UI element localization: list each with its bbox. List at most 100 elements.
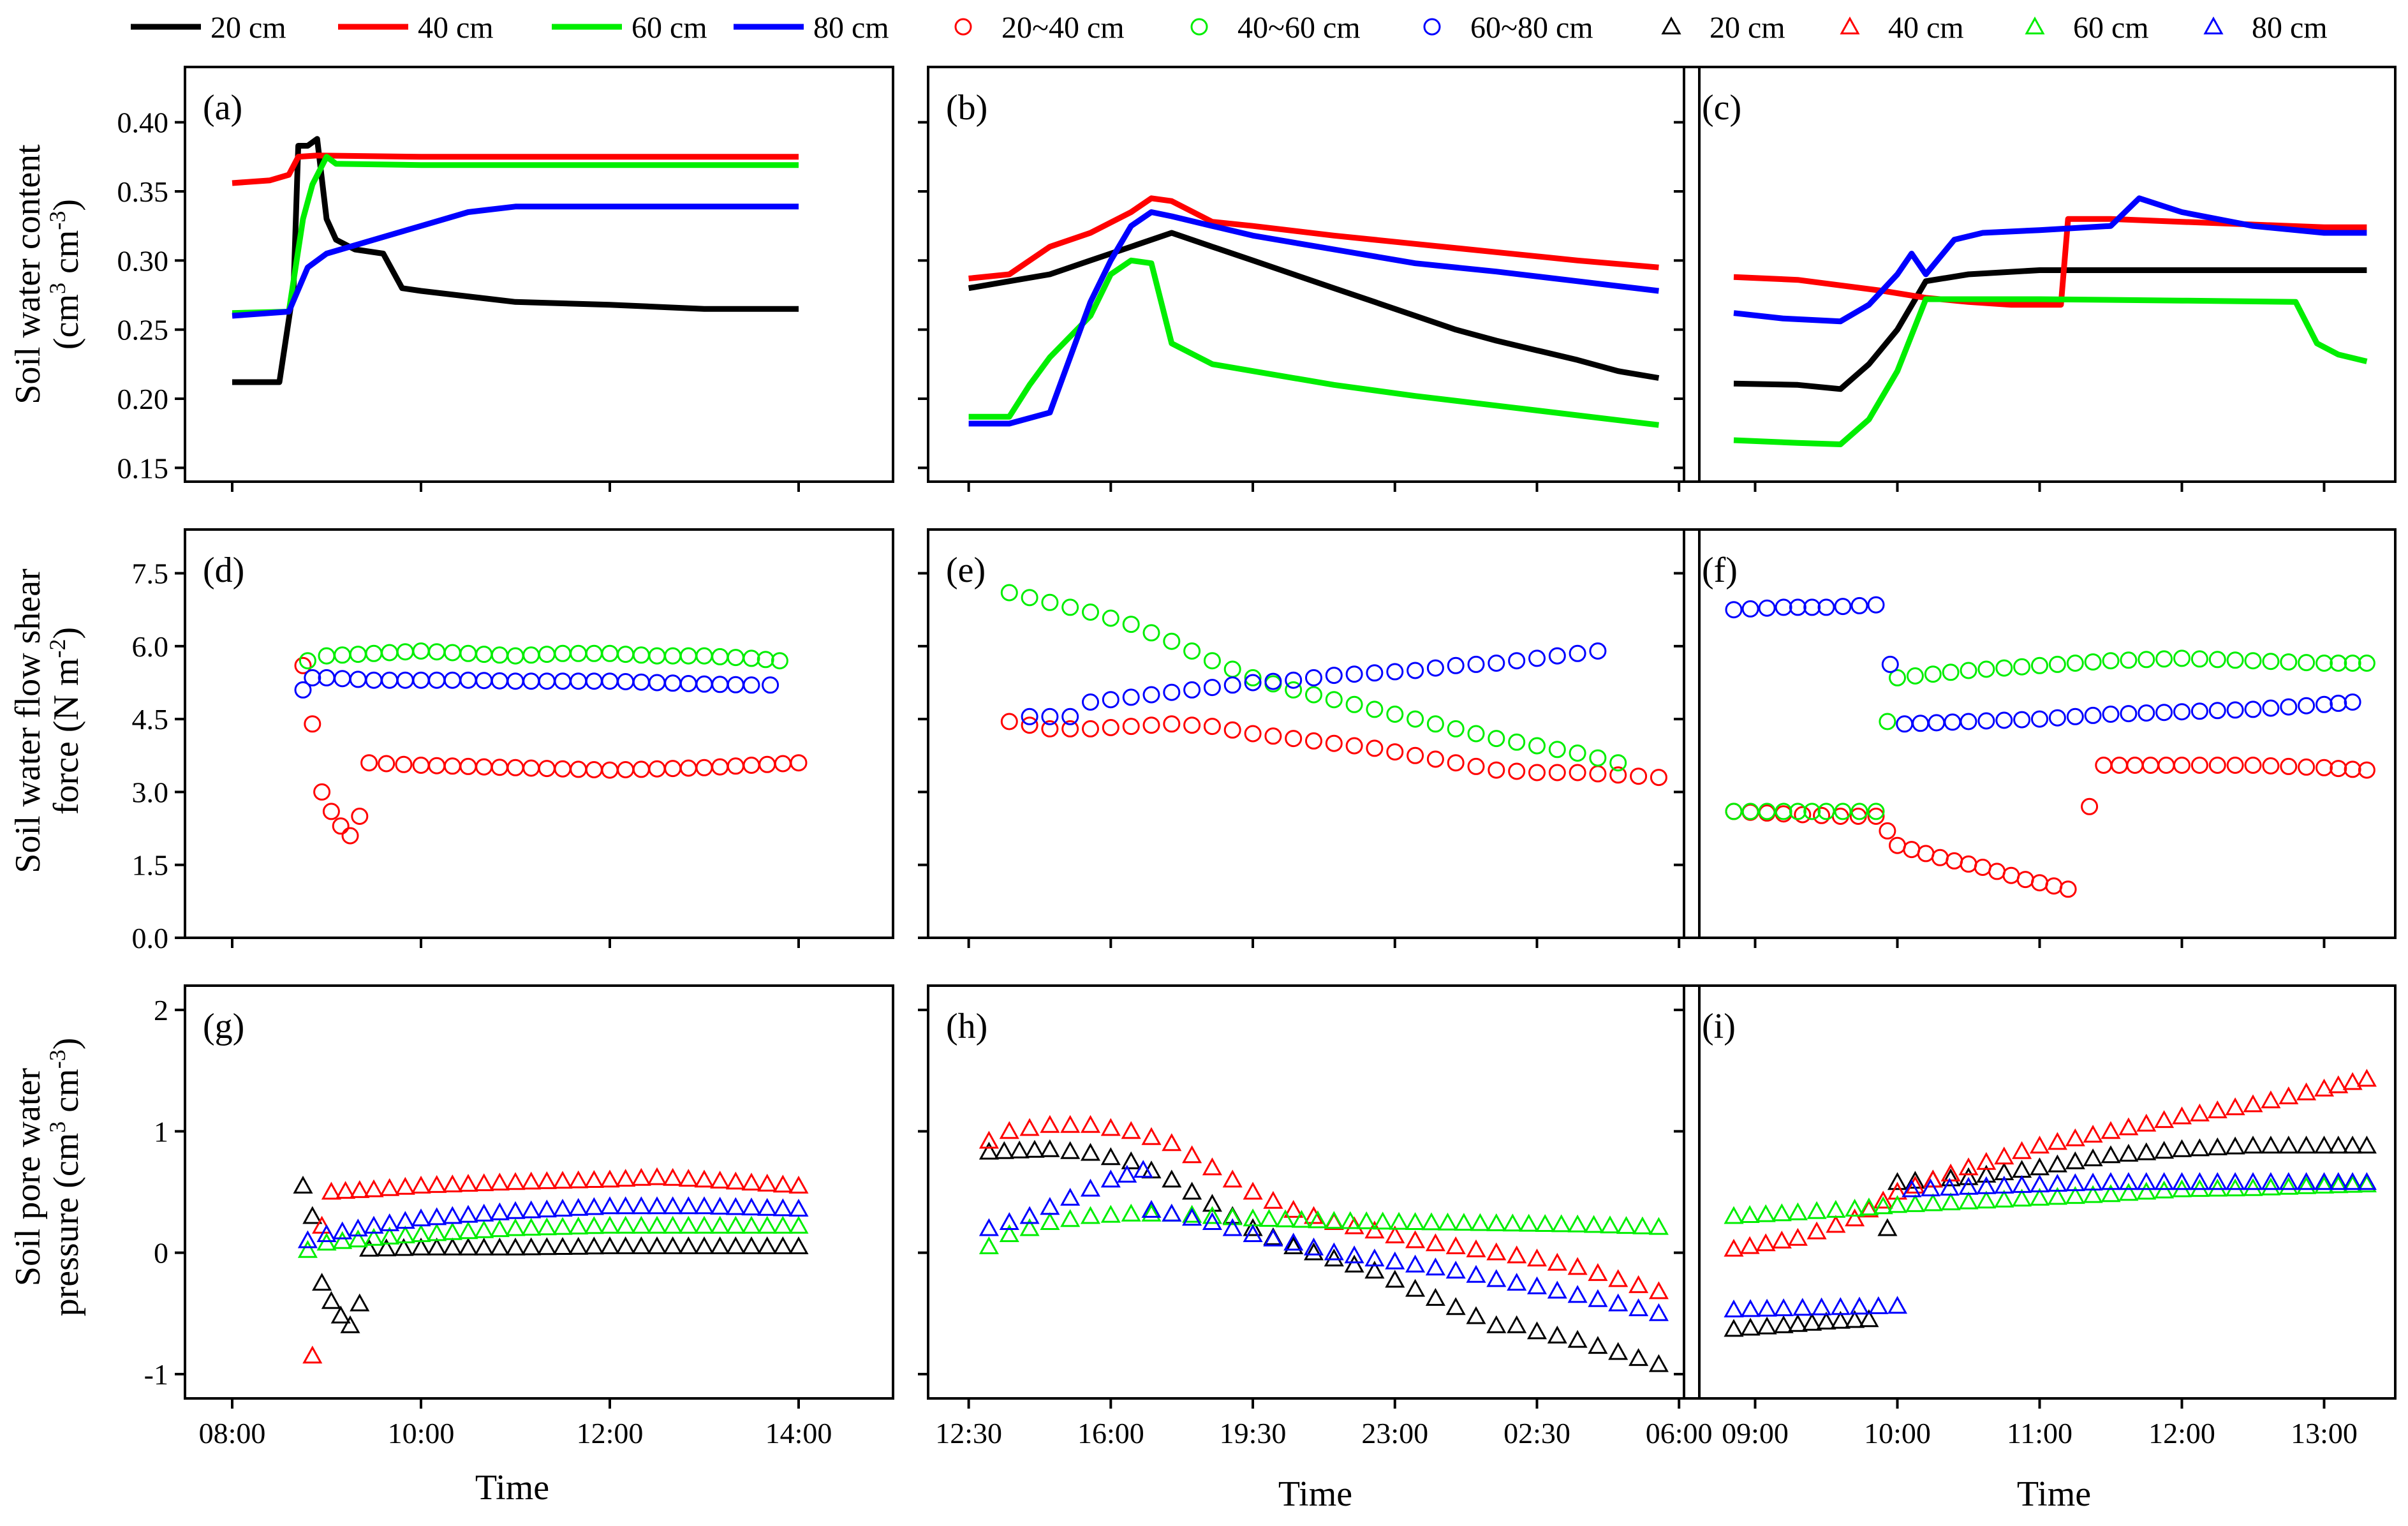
data-point [1100,1169,1121,1188]
data-point [294,681,312,699]
data-point [2316,695,2333,713]
data-point [1940,1168,1961,1187]
data-point [600,1236,620,1254]
data-point [1816,1312,1836,1330]
data-point [772,1198,793,1217]
data-point [394,1238,414,1256]
data-point [1977,660,1995,678]
data-point [727,676,744,693]
data-point [1223,660,1241,678]
y-tick-label: 0.35 [117,175,169,208]
data-point [2207,1172,2227,1190]
data-point [2189,1103,2210,1122]
data-point [631,1196,651,1215]
data-point [2356,1174,2377,1192]
data-point [1308,1210,1328,1229]
data-point [1222,1169,1243,1188]
series-g-60-cm [297,1215,809,1258]
data-point [757,1215,778,1234]
data-point [1974,859,1991,876]
data-point [1648,1303,1669,1321]
data-point [1792,1298,1813,1316]
data-point [552,1171,573,1189]
data-point [632,760,650,778]
data-point [725,1236,746,1254]
legend-swatch [1423,18,1441,36]
data-point [349,646,367,663]
data-point [1000,713,1018,730]
data-point [725,1171,746,1190]
data-point [1867,803,1885,820]
legend-item: 20 cm [1661,11,1785,45]
data-point [1182,1182,1202,1200]
data-point [412,757,430,774]
data-point [2279,1176,2299,1195]
ylabel-row1-units: (cm3 cm-3) [45,199,86,350]
data-point [600,1215,620,1234]
series-f-60-80-cm [1725,596,2361,733]
data-point [1859,1199,1879,1218]
series-line [1733,195,2367,325]
data-point [521,1171,542,1190]
data-point [1061,598,1079,616]
data-point [2226,651,2244,669]
data-point [616,1236,636,1254]
data-point [1826,1199,1846,1218]
panels: 0.15 0.20 0.25 0.30 0.35 0.40 (a) (b) (c) 0.0 1.5 3… [117,66,2397,1449]
data-point [757,1236,778,1254]
data-point [2031,874,2048,892]
panel-label: (b) [946,88,987,128]
data-point [1445,1236,1466,1254]
series-i-60-cm [1724,1174,2377,1224]
data-point [2342,1136,2363,1154]
data-point [380,1226,400,1245]
y-tick-label: 2 [154,994,168,1026]
data-point [1244,674,1262,692]
data-point [302,1345,323,1364]
data-point [711,758,729,776]
plot-frame [927,984,1701,1400]
data-point [1385,1270,1405,1288]
data-point [1356,1211,1377,1229]
data-point [2208,702,2226,720]
data-point [330,1305,351,1324]
data-point [1021,716,1038,734]
data-point [1758,599,1776,617]
data-point [1755,1233,1776,1252]
series-e-40-60-cm [1000,584,1627,772]
panel-a: 0.15 0.20 0.25 0.30 0.35 0.40 (a) [117,66,894,492]
data-point [1813,806,1831,824]
data-point [1243,1208,1263,1227]
data-point [2280,698,2298,716]
data-point [1009,1140,1030,1159]
data-point [1202,1212,1222,1230]
data-point [1896,715,1914,733]
data-point [757,651,774,669]
data-point [1905,1175,1925,1194]
data-point [1887,1296,1908,1314]
panel-label: (a) [203,88,242,128]
data-point [1724,1206,1744,1224]
data-point [979,1130,999,1149]
data-point [318,647,336,665]
data-point [1082,720,1099,737]
data-point [647,1215,667,1234]
y-tick-label: 3.0 [132,776,169,808]
data-point [788,1215,809,1234]
legend-item: 80 cm [2203,11,2328,45]
data-point [1834,803,1852,820]
data-point [2157,757,2175,774]
data-point [293,1175,313,1194]
data-point [1528,764,1546,782]
data-point [710,1236,730,1254]
data-point [1507,1315,1527,1333]
data-point [1386,663,1404,681]
data-point [772,1215,793,1234]
data-point [1879,713,1896,730]
data-point [1141,1127,1162,1145]
data-point [2101,1121,2121,1139]
data-point [585,644,603,662]
data-point [1117,1164,1137,1183]
data-point [1447,656,1465,674]
data-point [1467,725,1485,743]
